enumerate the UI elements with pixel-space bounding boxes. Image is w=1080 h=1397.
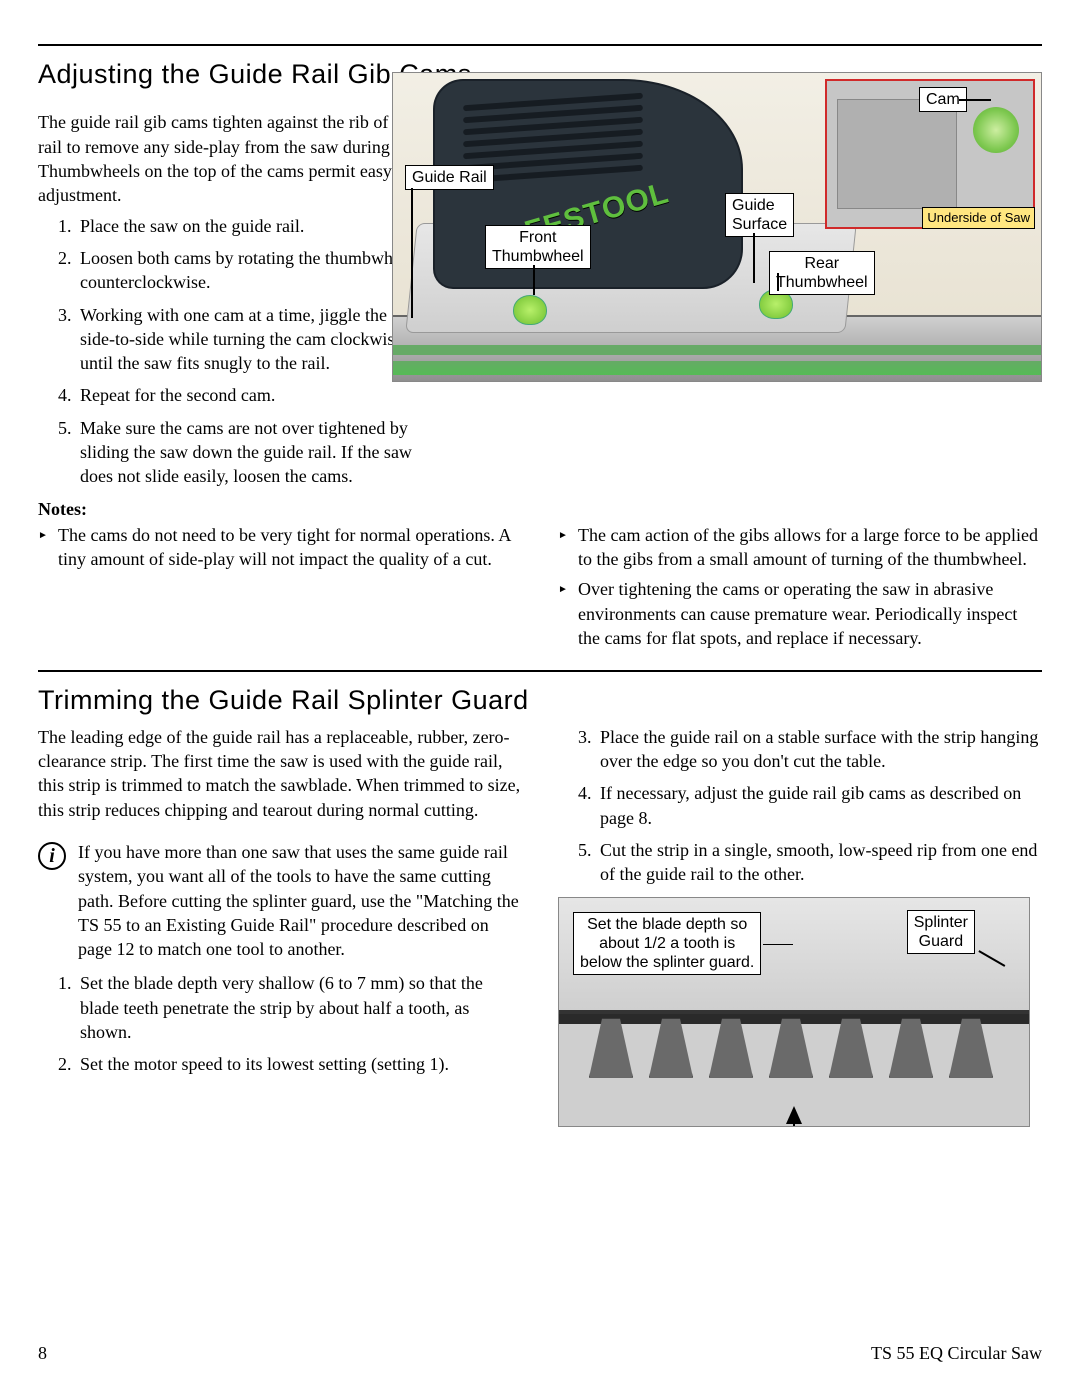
list-item: Place the guide rail on a stable surface… (596, 725, 1042, 774)
tooth-graphic (829, 1018, 873, 1078)
heading-splinter: Trimming the Guide Rail Splinter Guard (38, 682, 1042, 718)
notes-columns: The cams do not need to be very tight fo… (38, 523, 1042, 656)
figure-splinter-guard: Set the blade depth so about 1/2 a tooth… (558, 897, 1030, 1127)
front-thumbwheel-graphic (513, 295, 547, 325)
label-underside: Underside of Saw (922, 207, 1035, 229)
list-item: Cut the strip in a single, smooth, low-s… (596, 838, 1042, 887)
list-item: Loosen both cams by rotating the thumbwh… (76, 246, 428, 295)
label-front-thumbwheel: Front Thumbwheel (485, 225, 591, 269)
rule-mid (38, 670, 1042, 672)
rail-green-strip (393, 345, 1041, 355)
leader-guide-surface (753, 233, 755, 283)
list-item: The cams do not need to be very tight fo… (38, 523, 522, 572)
page-footer: 8 TS 55 EQ Circular Saw (38, 1341, 1042, 1365)
notes-right: The cam action of the gibs allows for a … (558, 523, 1042, 650)
info-text: If you have more than one saw that uses … (78, 840, 522, 961)
page-content: Adjusting the Guide Rail Gib Cams The gu… (38, 44, 1042, 1337)
cam-graphic (973, 107, 1019, 153)
list-item: If necessary, adjust the guide rail gib … (596, 781, 1042, 830)
label-guide-surface: Guide Surface (725, 193, 794, 237)
tooth-graphic (949, 1018, 993, 1078)
intro-splinter: The leading edge of the guide rail has a… (38, 725, 522, 822)
tooth-graphic (709, 1018, 753, 1078)
figure-saw-on-rail: FESTOOL Cam Underside of Saw Guide Rail … (392, 72, 1042, 382)
label-rear-thumbwheel: Rear Thumbwheel (769, 251, 875, 295)
splinter-col-left: The leading edge of the guide rail has a… (38, 725, 522, 1127)
info-note: i If you have more than one saw that use… (38, 840, 522, 961)
document-title: TS 55 EQ Circular Saw (871, 1341, 1042, 1365)
section-gib-cams: Adjusting the Guide Rail Gib Cams The gu… (38, 56, 1042, 656)
steps-splinter-left: Set the blade depth very shallow (6 to 7… (38, 971, 522, 1076)
leader-rear-thumb (777, 273, 779, 291)
tooth-graphic (889, 1018, 933, 1078)
leader-front-thumb (533, 265, 535, 295)
rule-top (38, 44, 1042, 46)
tooth-graphic (769, 1018, 813, 1078)
leader-depth (763, 944, 793, 946)
label-splinter-guard: Splinter Guard (907, 910, 975, 954)
notes-left: The cams do not need to be very tight fo… (38, 523, 522, 572)
tooth-graphic (649, 1018, 693, 1078)
leader-cam (959, 99, 991, 101)
section-splinter-guard: Trimming the Guide Rail Splinter Guard T… (38, 682, 1042, 1126)
list-item: Set the blade depth very shallow (6 to 7… (76, 971, 522, 1044)
list-item: Make sure the cams are not over tightene… (76, 416, 428, 489)
splinter-columns: The leading edge of the guide rail has a… (38, 725, 1042, 1127)
up-arrow-icon (786, 1106, 802, 1124)
blade-teeth (589, 1018, 999, 1098)
list-item: Place the saw on the guide rail. (76, 214, 428, 238)
label-guide-rail: Guide Rail (405, 165, 494, 190)
splinter-col-right: Place the guide rail on a stable surface… (558, 725, 1042, 1127)
leader-guide-rail (411, 188, 413, 318)
notes-label: Notes: (38, 497, 1042, 521)
steps-gib-cams: Place the saw on the guide rail. Loosen b… (38, 214, 428, 489)
list-item: The cam action of the gibs allows for a … (558, 523, 1042, 572)
list-item: Repeat for the second cam. (76, 383, 428, 407)
page-number: 8 (38, 1341, 47, 1365)
label-blade-depth: Set the blade depth so about 1/2 a tooth… (573, 912, 761, 976)
info-icon: i (38, 842, 66, 870)
inset-slot (837, 99, 957, 209)
list-item: Working with one cam at a time, jiggle t… (76, 303, 428, 376)
list-item: Over tightening the cams or operating th… (558, 577, 1042, 650)
inset-cam-detail: Cam Underside of Saw (825, 79, 1035, 229)
tooth-graphic (589, 1018, 633, 1078)
steps-splinter-right: Place the guide rail on a stable surface… (558, 725, 1042, 887)
list-item: Set the motor speed to its lowest settin… (76, 1052, 522, 1076)
